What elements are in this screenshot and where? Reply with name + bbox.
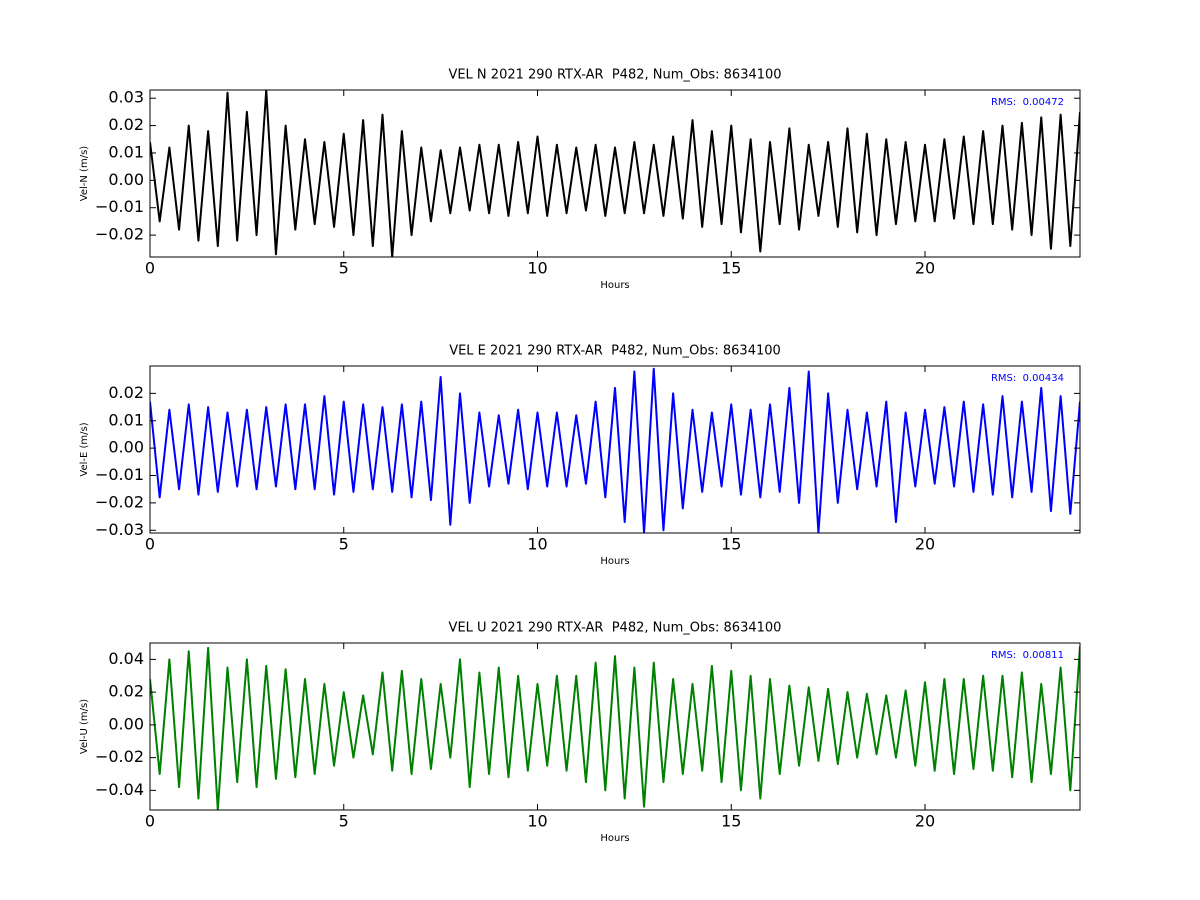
x-tick-label: 15 [721, 259, 741, 278]
y-tick-label: −0.02 [95, 225, 144, 244]
y-tick-label: −0.03 [95, 520, 144, 539]
y-axis-label: Vel-U (m/s) [79, 699, 90, 754]
plot-frame [149, 89, 1081, 258]
x-tick-label: 0 [145, 259, 155, 278]
rms-annotation: RMS: 0.00811 [991, 650, 1064, 661]
y-tick-label: 0.01 [108, 142, 144, 161]
x-tick-label: 5 [339, 259, 349, 278]
x-tick-label: 10 [527, 259, 547, 278]
y-tick-label: 0.00 [108, 170, 144, 189]
y-axis-label: Vel-N (m/s) [79, 146, 90, 201]
rms-annotation: RMS: 0.00472 [991, 97, 1064, 108]
chart-title: VEL E 2021 290 RTX-AR P482, Num_Obs: 863… [449, 344, 781, 359]
y-tick-label: −0.01 [95, 465, 144, 484]
y-tick-label: 0.03 [108, 88, 144, 107]
x-tick-label: 20 [915, 535, 935, 554]
x-axis-label: Hours [600, 556, 629, 567]
x-tick-label: 15 [721, 812, 741, 831]
chart-title: VEL N 2021 290 RTX-AR P482, Num_Obs: 863… [448, 68, 781, 83]
x-axis-label: Hours [600, 280, 629, 291]
x-tick-label: 5 [339, 812, 349, 831]
y-tick-label: 0.00 [108, 714, 144, 733]
y-tick-label: 0.02 [108, 115, 144, 134]
x-tick-label: 10 [527, 812, 547, 831]
x-tick-label: 20 [915, 812, 935, 831]
y-tick-label: −0.02 [95, 492, 144, 511]
y-axis-label: Vel-E (m/s) [79, 422, 90, 476]
data-line [150, 90, 1080, 257]
x-axis-label: Hours [600, 833, 629, 844]
rms-annotation: RMS: 0.00434 [991, 373, 1064, 384]
x-tick-label: 20 [915, 259, 935, 278]
y-tick-label: 0.00 [108, 438, 144, 457]
x-tick-label: 15 [721, 535, 741, 554]
y-tick-label: 0.02 [108, 383, 144, 402]
x-tick-label: 0 [145, 812, 155, 831]
y-tick-label: 0.04 [108, 649, 144, 668]
chart-title: VEL U 2021 290 RTX-AR P482, Num_Obs: 863… [449, 621, 782, 636]
data-line [150, 367, 1080, 533]
y-tick-label: 0.01 [108, 410, 144, 429]
plot-frame [149, 365, 1081, 534]
x-tick-label: 10 [527, 535, 547, 554]
data-line [150, 646, 1080, 810]
y-tick-label: −0.04 [95, 780, 144, 799]
y-tick-label: −0.02 [95, 747, 144, 766]
plot-frame [149, 642, 1081, 811]
y-tick-label: −0.01 [95, 197, 144, 216]
y-tick-label: 0.02 [108, 682, 144, 701]
x-tick-label: 0 [145, 535, 155, 554]
x-tick-label: 5 [339, 535, 349, 554]
